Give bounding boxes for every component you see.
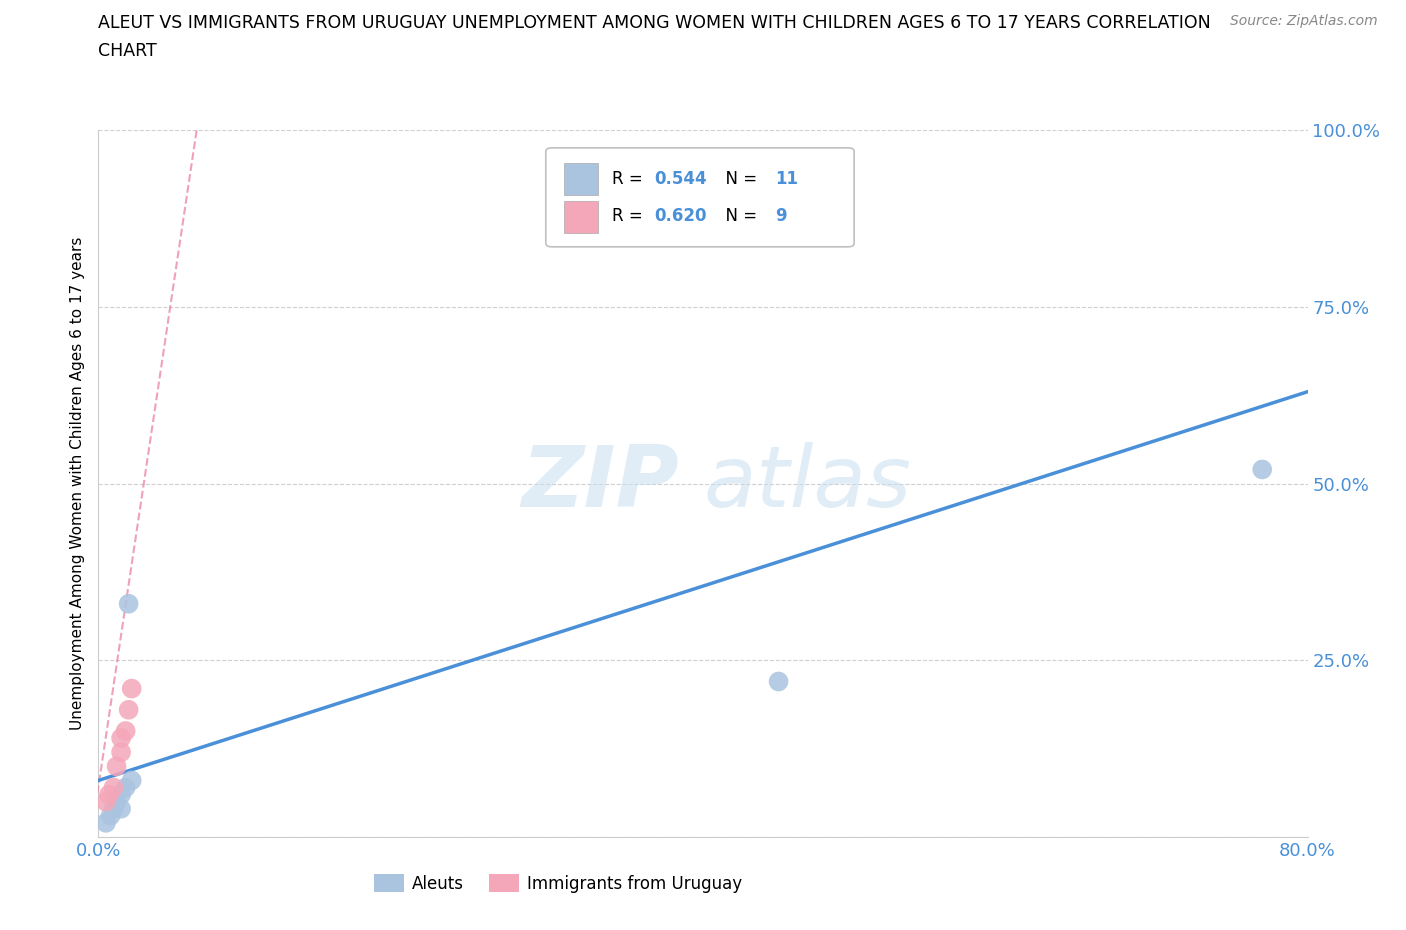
Text: Source: ZipAtlas.com: Source: ZipAtlas.com xyxy=(1230,14,1378,28)
Text: 0.544: 0.544 xyxy=(655,170,707,188)
Y-axis label: Unemployment Among Women with Children Ages 6 to 17 years: Unemployment Among Women with Children A… xyxy=(69,237,84,730)
Text: N =: N = xyxy=(716,170,762,188)
Text: 11: 11 xyxy=(776,170,799,188)
Text: atlas: atlas xyxy=(703,442,911,525)
Point xyxy=(103,780,125,795)
Text: CHART: CHART xyxy=(98,42,157,60)
Bar xyxy=(564,164,598,195)
Point xyxy=(103,802,125,817)
Legend: Aleuts, Immigrants from Uruguay: Aleuts, Immigrants from Uruguay xyxy=(367,868,749,899)
Point xyxy=(105,759,128,774)
Text: ZIP: ZIP xyxy=(522,442,679,525)
Point xyxy=(114,724,136,738)
Point xyxy=(118,596,141,611)
Point xyxy=(121,681,143,696)
Text: R =: R = xyxy=(612,207,648,225)
Point xyxy=(110,787,132,802)
Bar xyxy=(564,201,598,232)
Point xyxy=(114,780,136,795)
Point xyxy=(121,773,143,788)
Text: 9: 9 xyxy=(776,207,787,225)
Point xyxy=(1251,462,1274,477)
Point xyxy=(100,808,122,823)
Point xyxy=(94,794,117,809)
Point xyxy=(110,745,132,760)
Point xyxy=(94,816,117,830)
Point xyxy=(110,731,132,746)
FancyBboxPatch shape xyxy=(546,148,855,246)
Point xyxy=(105,794,128,809)
Point xyxy=(118,702,141,717)
Point xyxy=(768,674,790,689)
Text: ALEUT VS IMMIGRANTS FROM URUGUAY UNEMPLOYMENT AMONG WOMEN WITH CHILDREN AGES 6 T: ALEUT VS IMMIGRANTS FROM URUGUAY UNEMPLO… xyxy=(98,14,1211,32)
Text: R =: R = xyxy=(612,170,648,188)
Point xyxy=(98,787,121,802)
Point xyxy=(110,802,132,817)
Text: 0.620: 0.620 xyxy=(655,207,707,225)
Text: N =: N = xyxy=(716,207,762,225)
